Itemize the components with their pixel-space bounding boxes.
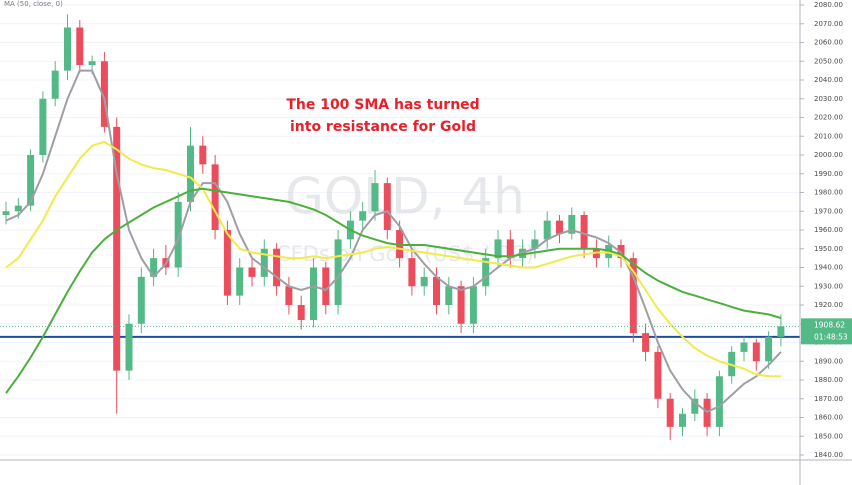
candle-body xyxy=(310,267,317,320)
candle-body xyxy=(420,276,428,287)
last-price-label: 1908.62 xyxy=(814,320,845,329)
candle-body xyxy=(506,239,514,259)
candle-body xyxy=(691,398,699,414)
candle-body xyxy=(543,220,551,240)
candle-body xyxy=(39,98,47,155)
y-tick-label: 2070.00 xyxy=(814,20,843,28)
candle-body xyxy=(113,126,121,371)
moving-average xyxy=(5,69,782,414)
last-price-box xyxy=(801,318,852,345)
candle-body xyxy=(359,211,367,221)
candle-body xyxy=(174,201,182,268)
candle-body xyxy=(64,27,71,71)
y-tick-label: 1870.00 xyxy=(814,395,843,403)
candle-body xyxy=(273,248,281,287)
y-tick-label: 2080.00 xyxy=(814,1,843,9)
candle-body xyxy=(457,286,465,324)
candle-body xyxy=(88,61,96,65)
plot-area xyxy=(0,14,800,440)
candle-body xyxy=(51,70,59,99)
candle-body xyxy=(14,205,22,212)
candle-body xyxy=(211,164,219,230)
y-tick-label: 1920.00 xyxy=(814,301,843,309)
candle-body xyxy=(334,239,342,305)
candle-body xyxy=(223,230,231,296)
candle-body xyxy=(654,351,662,399)
candle-body xyxy=(371,183,379,212)
y-tick-label: 1990.00 xyxy=(814,170,843,178)
y-tick-label: 1880.00 xyxy=(814,376,843,384)
y-tick-label: 1970.00 xyxy=(814,207,843,215)
candle-body xyxy=(137,276,145,324)
candle-body xyxy=(408,258,416,287)
watermark-group: GOLD, 4h CFDs on Gold (US$ / OZ) xyxy=(276,168,534,267)
y-tick-label: 1980.00 xyxy=(814,189,843,197)
candle-body xyxy=(285,286,293,305)
candle-body xyxy=(494,239,502,259)
candle-body xyxy=(568,215,576,234)
candle-body xyxy=(187,145,194,202)
candle-body xyxy=(556,220,563,234)
candle-body xyxy=(642,333,650,352)
y-tick-label: 1890.00 xyxy=(814,357,843,365)
candle-body xyxy=(433,276,440,305)
candle-body xyxy=(199,145,207,165)
annotation: The 100 SMA has turned xyxy=(286,97,479,113)
y-tick-label: 2030.00 xyxy=(814,95,843,103)
y-tick-label: 1960.00 xyxy=(814,226,843,234)
candle-body xyxy=(469,286,477,324)
moving-average xyxy=(5,140,781,378)
candle-body xyxy=(383,183,391,230)
candle-body xyxy=(715,376,723,427)
candle-body xyxy=(150,258,158,277)
y-tick-label: 1860.00 xyxy=(814,414,843,422)
y-tick-label: 2050.00 xyxy=(814,57,843,65)
candle-body xyxy=(679,413,686,427)
candle-body xyxy=(297,305,305,320)
moving-average xyxy=(5,187,782,394)
candle-body xyxy=(445,286,453,305)
candle-body xyxy=(531,239,539,249)
y-tick-label: 2060.00 xyxy=(814,39,843,47)
y-tick-label: 1850.00 xyxy=(814,432,843,440)
y-tick-label: 2040.00 xyxy=(814,76,843,84)
y-tick-label: 1940.00 xyxy=(814,264,843,272)
candle-body xyxy=(322,267,330,305)
y-tick-label: 2000.00 xyxy=(814,151,843,159)
candle-body xyxy=(666,398,674,427)
candle-body xyxy=(765,336,773,362)
candle-body xyxy=(236,267,244,296)
price-axis: 2080.00 2070.00 2060.00 2050.00 2040.00 2030.… xyxy=(800,1,852,459)
annotation: into resistance for Gold xyxy=(290,119,476,135)
candle-body xyxy=(752,342,760,362)
candle-body xyxy=(76,27,84,65)
indicator-label: MA (50, close, 0) xyxy=(4,0,63,8)
candle-body xyxy=(27,155,35,206)
y-tick-label: 1840.00 xyxy=(814,451,843,459)
candle-body xyxy=(2,211,10,215)
candle-body xyxy=(740,342,748,352)
countdown-label: 01:48:53 xyxy=(814,332,848,341)
watermark: GOLD, 4h xyxy=(285,168,525,226)
candle-body xyxy=(125,323,133,371)
candle-body xyxy=(629,258,637,334)
candle-body xyxy=(100,61,108,127)
candle-body xyxy=(248,267,256,277)
y-tick-label: 1950.00 xyxy=(814,245,843,253)
candle-body xyxy=(260,248,268,277)
y-tick-label: 2010.00 xyxy=(814,132,843,140)
candle-body xyxy=(580,215,588,249)
candle-body xyxy=(482,258,490,287)
y-tick-label: 2020.00 xyxy=(814,114,843,122)
y-tick-label: 1930.00 xyxy=(814,282,843,290)
candle-body xyxy=(777,326,785,337)
